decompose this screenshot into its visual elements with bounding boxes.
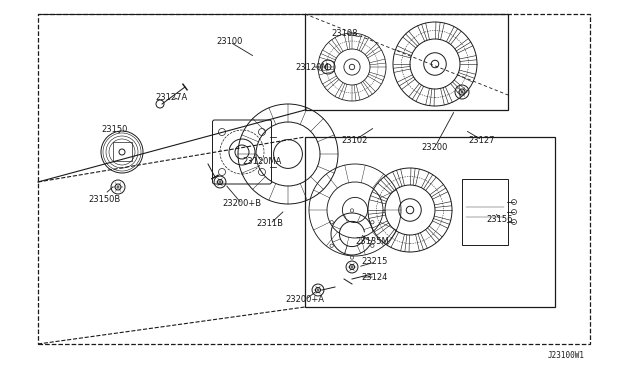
Text: 23124: 23124 (362, 273, 388, 282)
Text: 23150: 23150 (102, 125, 128, 135)
Text: J23100W1: J23100W1 (548, 351, 585, 360)
Text: 23127A: 23127A (156, 93, 188, 102)
Text: 2311B: 2311B (257, 219, 284, 228)
Text: 23120MA: 23120MA (243, 157, 282, 167)
Text: 23156: 23156 (487, 215, 513, 224)
Text: 23108: 23108 (332, 29, 358, 38)
Text: 23120M: 23120M (295, 62, 329, 71)
Text: 23200+A: 23200+A (285, 295, 324, 305)
Text: 23215: 23215 (362, 257, 388, 266)
Text: 23150B: 23150B (89, 196, 121, 205)
Text: 23127: 23127 (468, 135, 495, 144)
Text: 23135M: 23135M (355, 237, 389, 247)
Bar (305, 14, 508, 110)
Bar (38, 14, 590, 344)
Bar (305, 137, 555, 307)
Text: 23200: 23200 (422, 142, 448, 151)
Text: 23100: 23100 (217, 38, 243, 46)
Text: 23102: 23102 (342, 135, 368, 144)
Text: 23200+B: 23200+B (223, 199, 262, 208)
